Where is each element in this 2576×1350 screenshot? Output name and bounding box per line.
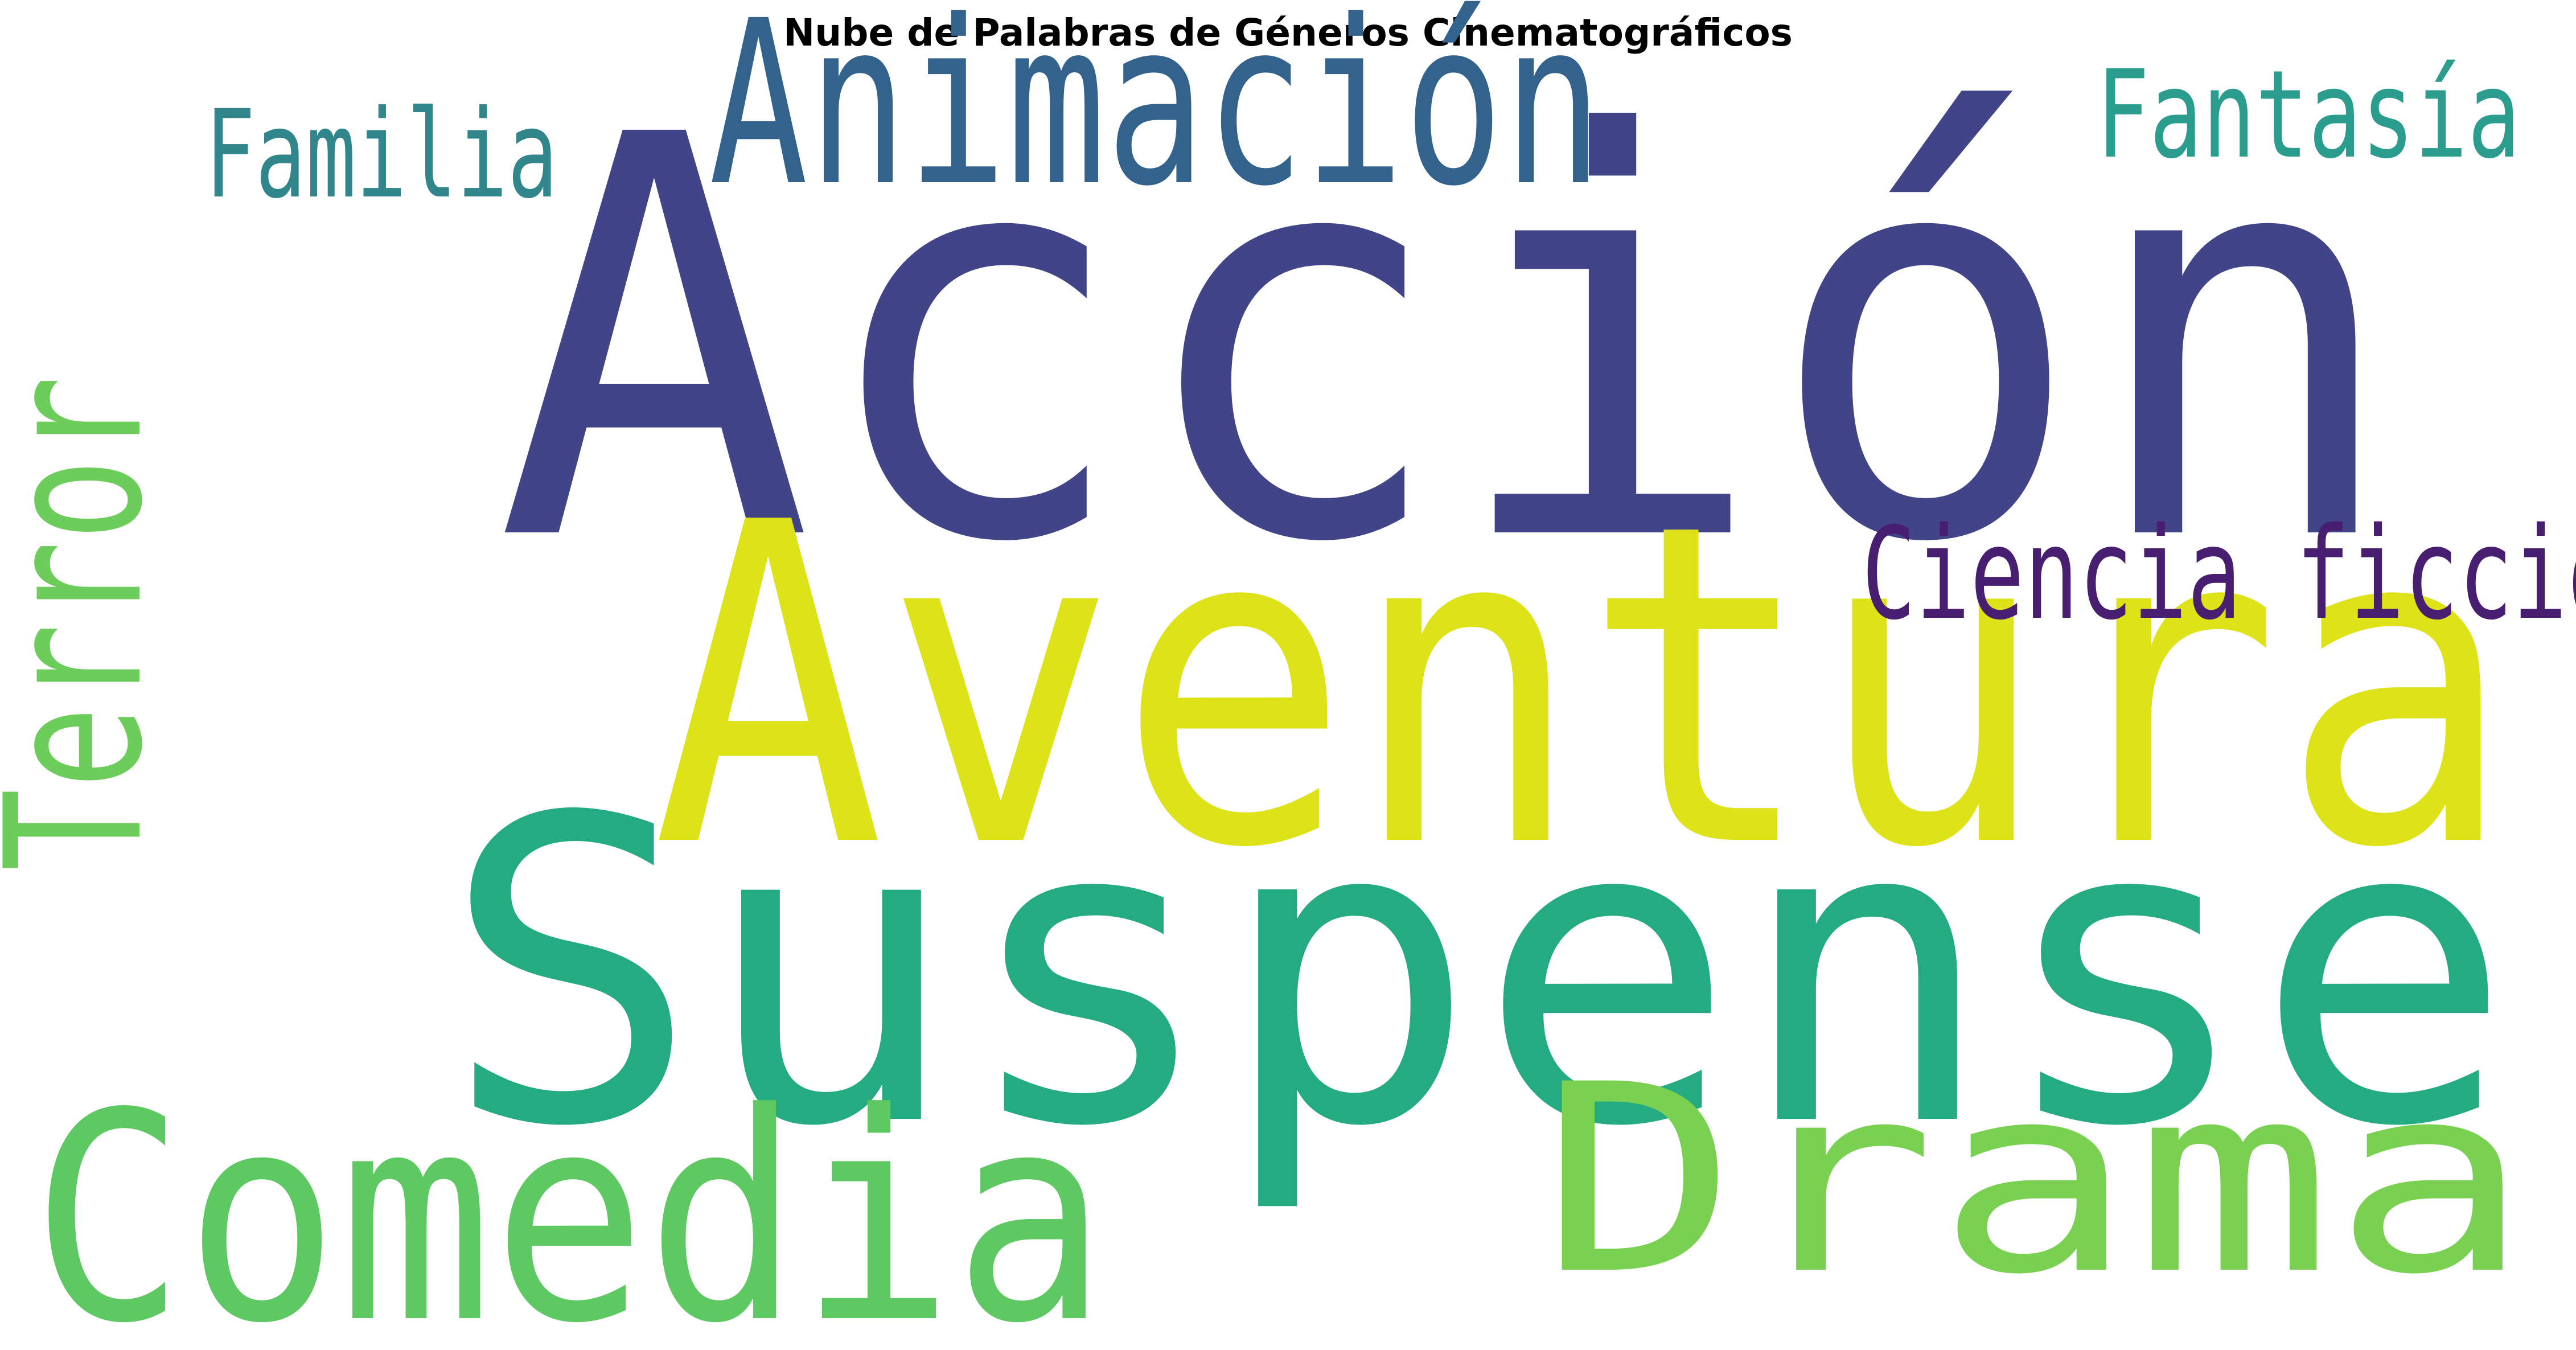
word-acción: Acción — [495, 20, 2402, 663]
word-comedia: Comedia — [31, 1052, 1107, 1350]
word-familia: Familia — [205, 84, 558, 225]
word-suspense: Suspense — [441, 729, 2513, 1218]
word-drama: Drama — [1540, 1029, 2530, 1331]
word-ciencia-ficción: Ciencia ficción — [1862, 500, 2576, 648]
word-fantasía: Fantasía — [2097, 44, 2521, 186]
word-animación: Animación — [709, 0, 1603, 236]
word-aventura: Aventura — [652, 430, 2513, 945]
chart-title: Nube de Palabras de Géneros Cinematográf… — [783, 11, 1793, 55]
word-terror: Terror — [0, 376, 184, 871]
